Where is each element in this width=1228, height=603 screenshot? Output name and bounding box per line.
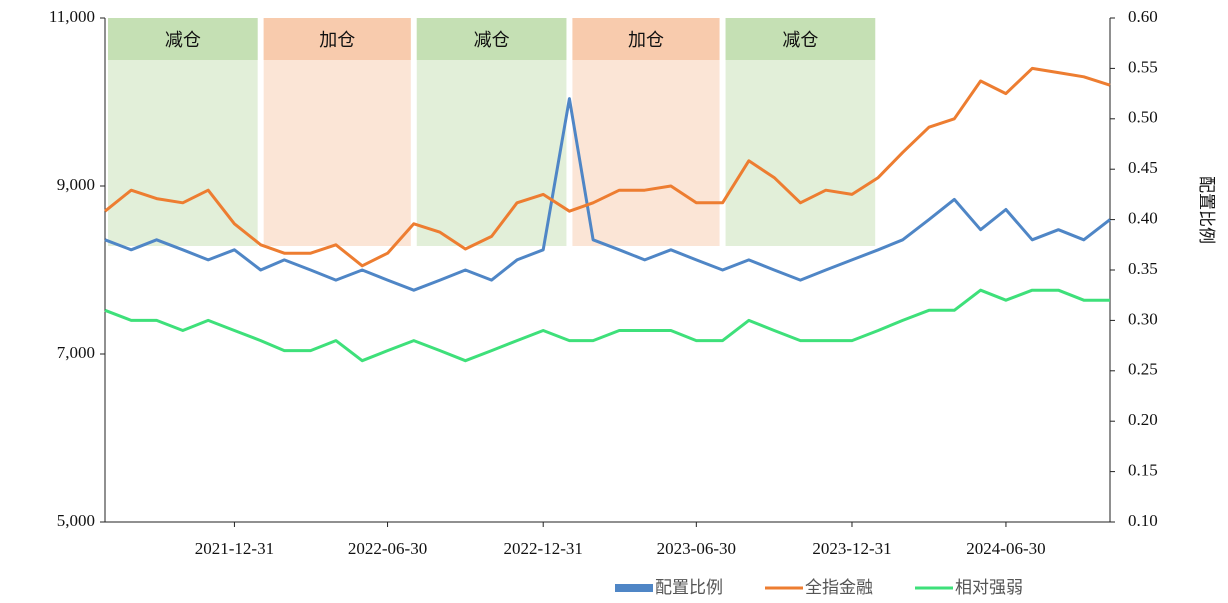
y-tick-label: 11,000: [49, 7, 95, 26]
region-label: 减仓: [782, 30, 818, 51]
y2-tick-label: 0.45: [1128, 158, 1158, 177]
y-tick-label: 9,000: [57, 175, 95, 194]
y2-tick-label: 0.50: [1128, 108, 1158, 127]
region-label: 加仓: [628, 30, 664, 51]
region-header: [263, 18, 411, 60]
y-tick-label: 7,000: [57, 343, 95, 362]
legend-label: 配置比例: [655, 578, 723, 598]
region-label: 减仓: [165, 30, 201, 51]
y2-tick-label: 0.10: [1128, 511, 1158, 530]
y2-tick-label: 0.15: [1128, 461, 1158, 480]
x-tick-label: 2024-06-30: [966, 539, 1045, 558]
y2-tick-label: 0.35: [1128, 259, 1158, 278]
region-label: 减仓: [474, 30, 510, 51]
legend-label: 相对强弱: [955, 578, 1023, 598]
region-header: [572, 18, 720, 60]
y2-tick-label: 0.25: [1128, 360, 1158, 379]
x-tick-label: 2022-12-31: [504, 539, 583, 558]
y2-axis-title: 配置比例: [1197, 176, 1216, 244]
y2-tick-label: 0.55: [1128, 57, 1158, 76]
y2-tick-label: 0.30: [1128, 309, 1158, 328]
series-line: [104, 66, 1111, 268]
y2-tick-label: 0.20: [1128, 410, 1158, 429]
legend-label: 全指金融: [805, 578, 873, 598]
y2-tick-label: 0.40: [1128, 209, 1158, 228]
series-line: [104, 288, 1110, 363]
region-header: [416, 18, 567, 60]
series-line: [104, 97, 1111, 292]
y-tick-label: 5,000: [57, 511, 95, 530]
x-tick-label: 2023-12-31: [812, 539, 891, 558]
y2-tick-label: 0.60: [1128, 7, 1158, 26]
region-header: [725, 18, 876, 60]
x-tick-label: 2021-12-31: [195, 539, 274, 558]
x-tick-label: 2022-06-30: [348, 539, 427, 558]
region-header: [108, 18, 258, 60]
x-tick-label: 2023-06-30: [657, 539, 736, 558]
region-label: 加仓: [319, 30, 355, 51]
